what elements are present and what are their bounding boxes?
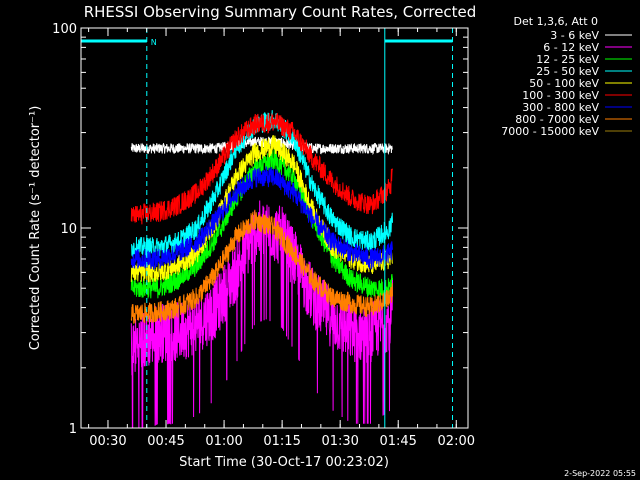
x-tick-label: 02:00 (438, 434, 475, 449)
legend-label: 12 - 25 keV (536, 53, 599, 66)
x-axis-ticks: 00:30 00:45 01:00 01:15 01:30 01:45 02:00 (88, 28, 475, 449)
legend-label: 100 - 300 keV (522, 89, 599, 102)
y-tick-label: 1 (69, 422, 77, 437)
x-axis-label: Start Time (30-Oct-17 00:23:02) (179, 455, 389, 470)
x-tick-label: 00:45 (147, 434, 184, 449)
x-tick-label: 01:45 (379, 434, 416, 449)
legend-header: Det 1,3,6, Att 0 (514, 15, 598, 28)
timestamp: 2-Sep-2022 05:55 (564, 469, 636, 478)
chart-title: RHESSI Observing Summary Count Rates, Co… (84, 3, 477, 21)
legend-label: 800 - 7000 keV (515, 113, 599, 126)
x-tick-label: 01:15 (263, 434, 300, 449)
y-tick-label: 10 (60, 222, 77, 237)
legend-label: 50 - 100 keV (529, 77, 599, 90)
legend-label: 300 - 800 keV (522, 101, 599, 114)
annotation-layer: N (80, 28, 454, 428)
band-label: N (151, 38, 157, 47)
x-tick-label: 00:30 (89, 434, 126, 449)
legend-label: 6 - 12 keV (543, 41, 599, 54)
legend-label: 3 - 6 keV (550, 29, 599, 42)
y-axis-label: Corrected Count Rate (s⁻¹ detector⁻¹) (28, 106, 43, 351)
x-tick-label: 01:00 (205, 434, 242, 449)
series-line-6-12-kev (130, 200, 393, 428)
series-layer (130, 110, 393, 428)
series-line-12-25-kev (130, 149, 393, 299)
series-line-300-800-kev (130, 166, 393, 270)
y-axis-ticks: 1 10 100 (52, 22, 468, 437)
x-tick-label: 01:30 (321, 434, 358, 449)
series-line-800-7000-kev (130, 209, 393, 324)
series-line-100-300-kev (130, 112, 393, 225)
legend-label: 25 - 50 keV (536, 65, 599, 78)
y-tick-label: 100 (52, 22, 77, 37)
legend-label: 7000 - 15000 keV (501, 125, 599, 138)
